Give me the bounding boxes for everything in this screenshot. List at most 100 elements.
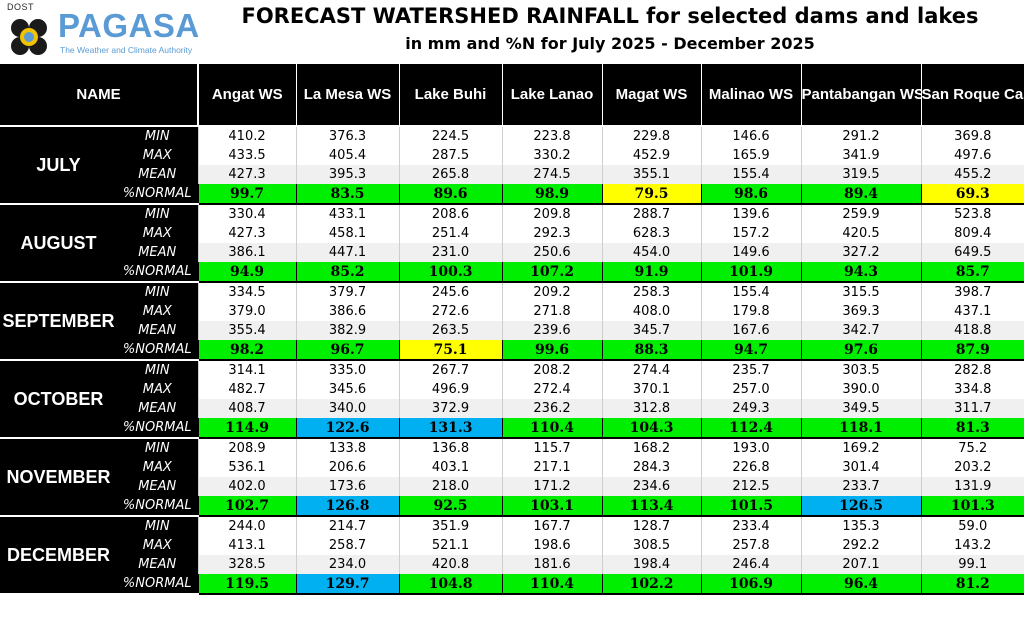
rainfall-cell: 136.8	[398, 438, 503, 458]
percent-normal-cell: 113.4	[601, 496, 702, 517]
table-row-max-row: MAX 536.1 206.6 403.1 217.1 284.3 226.8 301.4 20…	[0, 458, 1024, 477]
percent-normal-cell: 97.6	[800, 340, 922, 361]
stat-label: MEAN	[117, 399, 199, 418]
percent-normal-cell: 98.6	[700, 184, 802, 205]
table-row-mean-row: MEAN 386.1 447.1 231.0 250.6 454.0 149.6 327.2 6…	[0, 243, 1024, 262]
rainfall-cell: 403.1	[398, 458, 503, 477]
rainfall-cell: 386.6	[295, 302, 400, 321]
stat-label: MAX	[117, 302, 199, 321]
rainfall-cell: 315.5	[800, 282, 922, 302]
rainfall-cell: 372.9	[398, 399, 503, 418]
stat-label: %NORMAL	[117, 340, 199, 361]
table-row-mean-row: MEAN 408.7 340.0 372.9 236.2 312.8 249.3 349.5 3…	[0, 399, 1024, 418]
stat-label: %NORMAL	[117, 574, 199, 595]
rainfall-cell: 649.5	[920, 243, 1024, 262]
table-row-normal-row: %NORMAL 102.7 126.8 92.5 103.1 113.4 101.5 126.…	[0, 496, 1024, 517]
rainfall-cell: 169.2	[800, 438, 922, 458]
rainfall-cell: 413.1	[197, 536, 297, 555]
stat-label: MIN	[117, 126, 199, 146]
rainfall-cell: 398.7	[920, 282, 1024, 302]
table-row-normal-row: %NORMAL 94.9 85.2 100.3 107.2 91.9 101.9 94.3 85…	[0, 262, 1024, 283]
rainfall-cell: 454.0	[601, 243, 702, 262]
column-header: San Roque Cascade WS	[920, 64, 1024, 127]
rainfall-cell: 99.1	[920, 555, 1024, 574]
rainfall-cell: 410.2	[197, 126, 297, 146]
rainfall-cell: 308.5	[601, 536, 702, 555]
stat-label: MAX	[117, 380, 199, 399]
rainfall-cell: 206.6	[295, 458, 400, 477]
percent-normal-cell: 85.2	[295, 262, 400, 283]
rainfall-cell: 231.0	[398, 243, 503, 262]
percent-normal-cell: 102.7	[197, 496, 297, 517]
rainfall-cell: 536.1	[197, 458, 297, 477]
table-row-mean-row: MEAN 402.0 173.6 218.0 171.2 234.6 212.5 233.7 1…	[0, 477, 1024, 496]
rainfall-cell: 376.3	[295, 126, 400, 146]
rainfall-cell: 427.3	[197, 165, 297, 184]
percent-normal-cell: 91.9	[601, 262, 702, 283]
pagasa-emblem-icon	[8, 16, 50, 58]
rainfall-cell: 181.6	[501, 555, 603, 574]
percent-normal-cell: 81.2	[920, 574, 1024, 595]
rainfall-cell: 292.3	[501, 224, 603, 243]
rainfall-cell: 420.8	[398, 555, 503, 574]
table-row-max-row: MAX 379.0 386.6 272.6 271.8 408.0 179.8 369.3 43…	[0, 302, 1024, 321]
rainfall-cell: 284.3	[601, 458, 702, 477]
rainfall-cell: 408.7	[197, 399, 297, 418]
table-row-min-row: OCTOBER MIN 314.1 335.0 267.7 208.2 274.4 235.7…	[0, 360, 1024, 439]
rainfall-cell: 208.9	[197, 438, 297, 458]
rainfall-cell: 214.7	[295, 516, 400, 536]
percent-normal-cell: 94.3	[800, 262, 922, 283]
rainfall-cell: 157.2	[700, 224, 802, 243]
rainfall-cell: 355.1	[601, 165, 702, 184]
percent-normal-cell: 104.3	[601, 418, 702, 439]
stat-label: %NORMAL	[117, 418, 199, 439]
percent-normal-cell: 101.9	[700, 262, 802, 283]
rainfall-cell: 224.5	[398, 126, 503, 146]
table-row-max-row: MAX 433.5 405.4 287.5 330.2 452.9 165.9 341.9 49…	[0, 146, 1024, 165]
table-row-min-row: SEPTEMBER MIN 334.5 379.7 245.6 209.2 258.3 155…	[0, 282, 1024, 361]
rainfall-cell: 341.9	[800, 146, 922, 165]
rainfall-cell: 342.7	[800, 321, 922, 340]
stat-label: %NORMAL	[117, 184, 199, 205]
column-header: Magat WS	[601, 64, 702, 127]
rainfall-cell: 265.8	[398, 165, 503, 184]
rainfall-cell: 234.6	[601, 477, 702, 496]
rainfall-cell: 455.2	[920, 165, 1024, 184]
table-row-normal-row: %NORMAL 114.9 122.6 131.3 110.4 104.3 112.4 118…	[0, 418, 1024, 439]
name-column-header: NAME	[0, 64, 200, 127]
percent-normal-cell: 106.9	[700, 574, 802, 595]
rainfall-cell: 198.4	[601, 555, 702, 574]
percent-normal-cell: 89.4	[800, 184, 922, 205]
pagasa-logo: DOST PAGASA The Weather and Climate Auth…	[4, 2, 204, 60]
stat-label: MIN	[117, 360, 199, 380]
percent-normal-cell: 107.2	[501, 262, 603, 283]
percent-normal-cell: 81.3	[920, 418, 1024, 439]
rainfall-cell: 233.4	[700, 516, 802, 536]
rainfall-cell: 208.2	[501, 360, 603, 380]
rainfall-cell: 131.9	[920, 477, 1024, 496]
rainfall-cell: 139.6	[700, 204, 802, 224]
rainfall-cell: 288.7	[601, 204, 702, 224]
rainfall-cell: 433.5	[197, 146, 297, 165]
rainfall-cell: 496.9	[398, 380, 503, 399]
percent-normal-cell: 83.5	[295, 184, 400, 205]
percent-normal-cell: 96.4	[800, 574, 922, 595]
rainfall-cell: 218.0	[398, 477, 503, 496]
rainfall-cell: 809.4	[920, 224, 1024, 243]
rainfall-cell: 259.9	[800, 204, 922, 224]
logo-brand: PAGASA	[58, 7, 200, 44]
rainfall-cell: 314.1	[197, 360, 297, 380]
percent-normal-cell: 100.3	[398, 262, 503, 283]
rainfall-cell: 311.7	[920, 399, 1024, 418]
rainfall-cell: 229.8	[601, 126, 702, 146]
percent-normal-cell: 85.7	[920, 262, 1024, 283]
rainfall-cell: 75.2	[920, 438, 1024, 458]
rainfall-cell: 209.2	[501, 282, 603, 302]
percent-normal-cell: 79.5	[601, 184, 702, 205]
rainfall-cell: 312.8	[601, 399, 702, 418]
rainfall-cell: 59.0	[920, 516, 1024, 536]
rainfall-cell: 345.7	[601, 321, 702, 340]
rainfall-cell: 452.9	[601, 146, 702, 165]
rainfall-cell: 274.4	[601, 360, 702, 380]
stat-label: MIN	[117, 516, 199, 536]
